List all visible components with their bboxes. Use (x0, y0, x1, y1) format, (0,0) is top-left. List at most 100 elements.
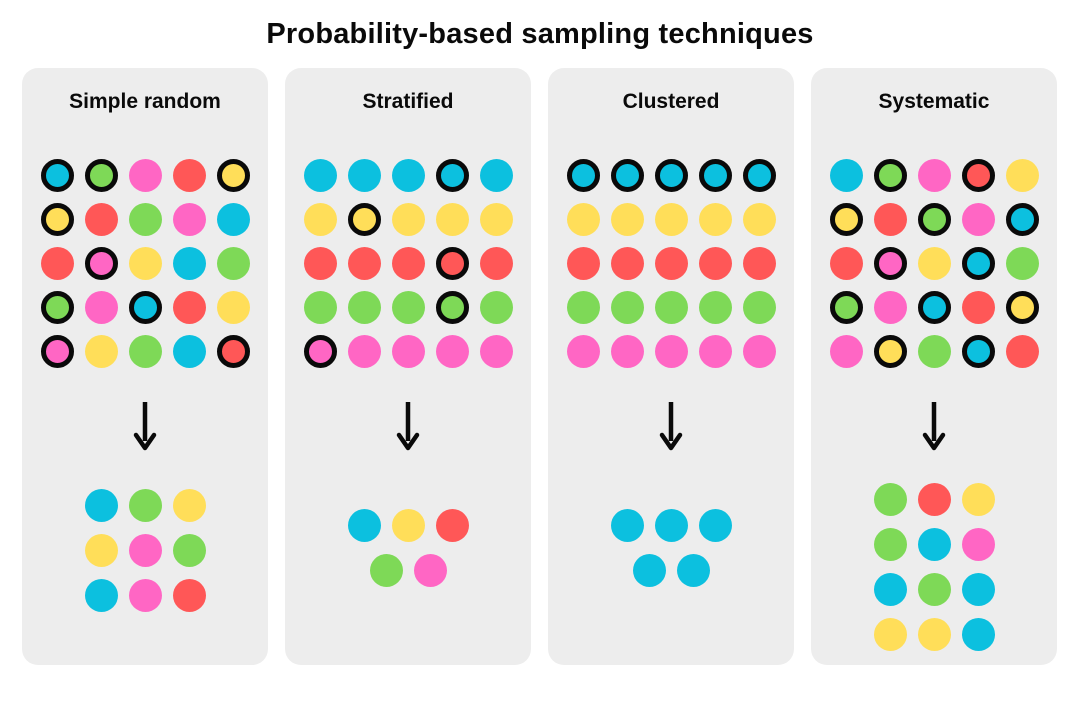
dot-green (172, 534, 206, 567)
dot-cyan (654, 509, 688, 542)
population-row (829, 291, 1039, 324)
panel-title-clustered: Clustered (622, 90, 720, 113)
dot-pink-selected (873, 247, 907, 280)
dot-cyan (347, 509, 381, 542)
dot-cyan (303, 159, 337, 192)
dot-yellow-selected (40, 203, 74, 236)
dot-pink (128, 579, 162, 612)
dot-yellow (654, 203, 688, 236)
dot-pink (347, 335, 381, 368)
dot-green-selected (435, 291, 469, 324)
dot-green (128, 335, 162, 368)
dot-cyan-selected (961, 247, 995, 280)
panel-title-systematic: Systematic (878, 90, 990, 113)
population-row (829, 335, 1039, 368)
panel-title-simple-random: Simple random (69, 90, 221, 113)
dot-cyan (961, 618, 995, 651)
dot-yellow (391, 509, 425, 542)
dot-red (84, 203, 118, 236)
dot-yellow (479, 203, 513, 236)
dot-green (128, 203, 162, 236)
dot-red (1005, 335, 1039, 368)
dot-yellow (610, 203, 644, 236)
dot-cyan (391, 159, 425, 192)
population-row (566, 159, 776, 192)
dot-red (742, 247, 776, 280)
dot-red-selected (216, 335, 250, 368)
dot-red (391, 247, 425, 280)
panel-title-stratified: Stratified (362, 90, 454, 113)
dot-cyan (917, 528, 951, 561)
page-title: Probability-based sampling techniques (266, 18, 814, 50)
dot-red (654, 247, 688, 280)
dot-green-selected (917, 203, 951, 236)
dot-cyan-selected (961, 335, 995, 368)
panels-row: Simple random Stratified Clust (0, 68, 1080, 665)
dot-cyan-selected (654, 159, 688, 192)
dot-red (435, 509, 469, 542)
down-arrow-icon (921, 400, 947, 452)
dot-pink (128, 534, 162, 567)
dot-cyan (632, 554, 666, 587)
panel-clustered: Clustered (548, 68, 794, 665)
dot-cyan-selected (610, 159, 644, 192)
dot-yellow (391, 203, 425, 236)
sample-row (873, 483, 995, 516)
dot-green (1005, 247, 1039, 280)
dot-green-selected (40, 291, 74, 324)
sample-row (84, 579, 206, 612)
dot-red-selected (961, 159, 995, 192)
dot-pink (654, 335, 688, 368)
dot-pink (610, 335, 644, 368)
population-grid-systematic (829, 159, 1039, 368)
population-row (303, 203, 513, 236)
population-row (40, 335, 250, 368)
dot-yellow (873, 618, 907, 651)
dot-red (873, 203, 907, 236)
population-row (566, 203, 776, 236)
dot-pink (873, 291, 907, 324)
dot-yellow (961, 483, 995, 516)
dot-pink (128, 159, 162, 192)
dot-yellow (84, 335, 118, 368)
dot-red (698, 247, 732, 280)
population-row (566, 291, 776, 324)
dot-pink (172, 203, 206, 236)
dot-green (216, 247, 250, 280)
dot-cyan (479, 159, 513, 192)
dot-green (347, 291, 381, 324)
dot-cyan (961, 573, 995, 606)
dot-cyan (698, 509, 732, 542)
population-row (829, 159, 1039, 192)
dot-pink (566, 335, 600, 368)
dot-yellow (698, 203, 732, 236)
dot-green (917, 335, 951, 368)
dot-cyan-selected (917, 291, 951, 324)
dot-yellow (128, 247, 162, 280)
dot-yellow (742, 203, 776, 236)
dot-yellow (1005, 159, 1039, 192)
dot-yellow (435, 203, 469, 236)
dot-green (369, 554, 403, 587)
dot-cyan (347, 159, 381, 192)
dot-cyan-selected (1005, 203, 1039, 236)
dot-cyan (676, 554, 710, 587)
population-row (40, 247, 250, 280)
dot-green-selected (829, 291, 863, 324)
dot-red (303, 247, 337, 280)
dot-cyan (873, 573, 907, 606)
population-row (40, 291, 250, 324)
dot-yellow-selected (347, 203, 381, 236)
dot-red (172, 579, 206, 612)
dot-pink (698, 335, 732, 368)
dot-cyan-selected (40, 159, 74, 192)
sample-dots-clustered (610, 509, 732, 587)
population-row (566, 335, 776, 368)
sample-dots-systematic (873, 483, 995, 651)
dot-yellow-selected (1005, 291, 1039, 324)
dot-cyan-selected (566, 159, 600, 192)
population-row (303, 247, 513, 280)
dot-red (961, 291, 995, 324)
dot-red (347, 247, 381, 280)
